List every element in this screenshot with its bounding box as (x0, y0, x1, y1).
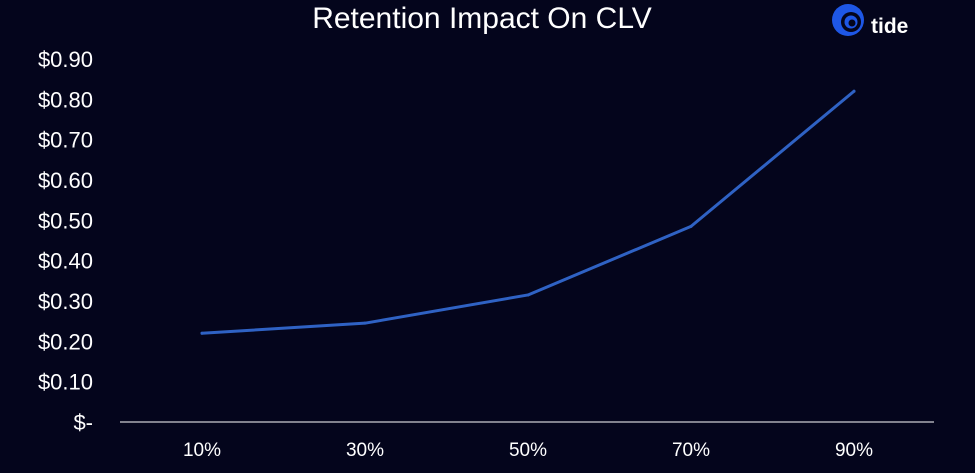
x-tick-label: 30% (346, 440, 384, 461)
x-axis-tick-labels: 10% 30% 50% 70% 90% (183, 440, 873, 461)
x-tick-label: 70% (672, 440, 710, 461)
y-tick-label: $0.40 (38, 249, 93, 274)
brand-name: tide (871, 15, 908, 38)
series-point (200, 331, 204, 335)
y-tick-label: $0.60 (38, 168, 93, 193)
y-tick-label: $0.10 (38, 370, 93, 395)
y-tick-label: $0.80 (38, 87, 93, 112)
x-tick-label: 90% (835, 440, 873, 461)
y-tick-label: $0.20 (38, 329, 93, 354)
chart-title: Retention Impact On CLV (312, 2, 652, 35)
series-point (852, 89, 856, 93)
x-tick-label: 10% (183, 440, 221, 461)
y-tick-label: $0.70 (38, 128, 93, 153)
y-axis-tick-labels: $- $0.10 $0.20 $0.30 $0.40 $0.50 $0.60 $0.70 $0.… (38, 47, 93, 435)
y-tick-label: $- (73, 410, 93, 435)
series-point (363, 321, 367, 325)
y-tick-label: $0.30 (38, 289, 93, 314)
series-point (526, 293, 530, 297)
series-point (689, 224, 693, 228)
brand-logo: tide (832, 4, 908, 38)
tide-logo-icon (832, 4, 864, 36)
y-tick-label: $0.50 (38, 208, 93, 233)
y-tick-label: $0.90 (38, 47, 93, 72)
series-group (200, 89, 856, 335)
x-tick-label: 50% (509, 440, 547, 461)
